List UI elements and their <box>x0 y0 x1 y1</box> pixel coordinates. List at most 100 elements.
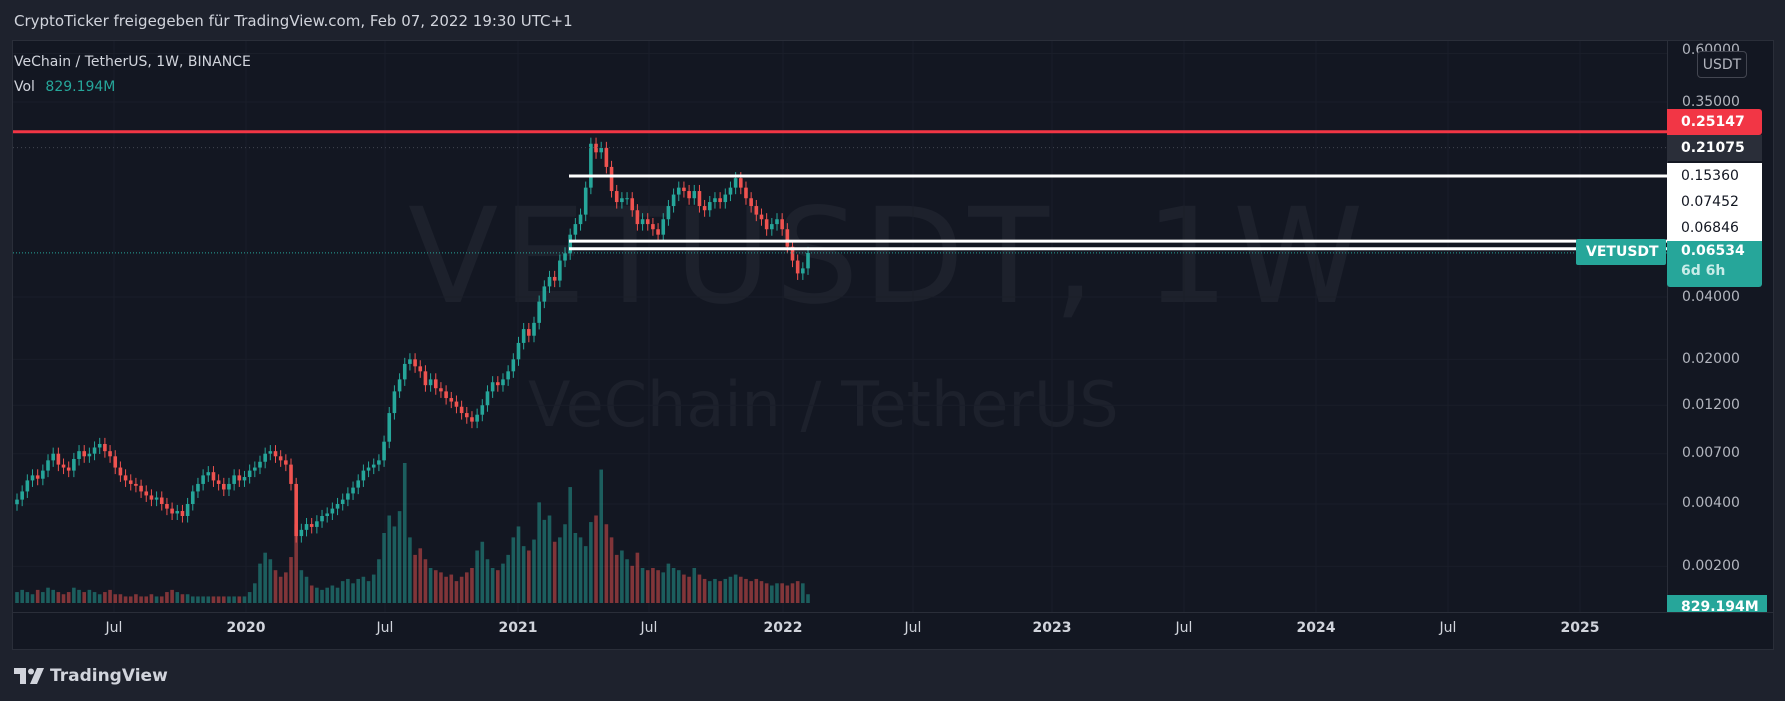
candle-body <box>785 229 790 247</box>
volume-bar <box>253 583 257 603</box>
candle-body <box>661 219 666 235</box>
candle-body <box>620 198 624 203</box>
volume-bar <box>697 574 702 603</box>
volume-bar <box>361 576 366 603</box>
volume-bar <box>656 570 660 603</box>
candle-body <box>309 524 314 527</box>
candle-body <box>692 191 697 199</box>
volume-bar <box>242 596 247 603</box>
candle-body <box>702 206 707 211</box>
candle-body <box>428 379 433 386</box>
volume-bar <box>496 570 500 603</box>
candle-body <box>635 210 640 225</box>
volume-bar <box>51 589 55 603</box>
candle-body <box>72 458 76 471</box>
time-axis[interactable] <box>13 612 1773 650</box>
candle-body <box>418 366 423 372</box>
candle-body <box>454 401 459 407</box>
candle-body <box>82 451 87 457</box>
volume-bar <box>128 596 133 603</box>
candle-body <box>423 371 428 386</box>
candle-body <box>278 456 283 461</box>
volume-bar <box>258 563 262 603</box>
candle-body <box>589 143 593 188</box>
candle-body <box>92 447 97 454</box>
candle-body <box>770 224 774 230</box>
volume-bar <box>449 574 454 603</box>
candle-body <box>216 480 221 484</box>
tradingview-logo-icon <box>14 668 44 684</box>
candle-body <box>408 359 412 364</box>
last-price-tag: 0.06534 6d 6h <box>1667 241 1762 287</box>
volume-bar <box>20 589 24 603</box>
volume-bar <box>806 594 810 603</box>
candle-body <box>377 460 381 465</box>
candle-body <box>206 472 211 476</box>
volume-bar <box>671 568 676 603</box>
candle-body <box>475 414 479 422</box>
volume-tag-value: 829.194M <box>1681 599 1759 612</box>
volume-bar <box>165 592 169 603</box>
candle-body <box>66 467 71 471</box>
volume-bar <box>552 541 557 603</box>
time-label: 2023 <box>1032 620 1072 636</box>
candle-body <box>630 198 635 211</box>
time-label: 2022 <box>763 620 803 636</box>
price-axis[interactable] <box>1667 41 1774 612</box>
volume-bar <box>284 572 288 603</box>
price-label: 0.00700 <box>1682 445 1740 461</box>
candle-body <box>61 464 66 468</box>
volume-bar <box>196 596 200 603</box>
candle-body <box>511 359 516 372</box>
chart-frame[interactable] <box>12 40 1774 650</box>
candle-body <box>320 516 324 522</box>
volume-bar <box>728 576 733 603</box>
volume-bar <box>635 552 640 603</box>
candle-body <box>284 460 288 465</box>
volume-bar <box>620 550 624 603</box>
volume-bar <box>377 559 381 603</box>
candle-body <box>56 453 61 465</box>
volume-bar <box>325 587 329 603</box>
volume-bar <box>527 550 531 603</box>
volume-bar <box>232 596 236 603</box>
candle-body <box>444 391 448 399</box>
volume-bar <box>351 583 355 603</box>
volume-bar <box>392 526 397 603</box>
candle-body <box>30 475 35 481</box>
candle-body <box>222 483 226 490</box>
candle-body <box>289 464 293 484</box>
volume-bar <box>609 537 614 603</box>
candle-body <box>237 475 242 481</box>
candle-body <box>470 417 474 422</box>
white-line-tag: 0.15360 <box>1681 168 1739 184</box>
volume-bar <box>744 578 748 603</box>
currency-button[interactable]: USDT <box>1697 51 1747 78</box>
volume-bar <box>15 592 19 603</box>
candle-body <box>134 483 138 486</box>
candle-body <box>651 224 655 230</box>
volume-bar <box>775 583 779 603</box>
candle-body <box>614 191 619 203</box>
volume-bar <box>92 592 97 603</box>
candle-body <box>335 504 340 509</box>
volume-bar <box>537 502 541 603</box>
candle-body <box>103 443 107 452</box>
candle-body <box>139 485 143 492</box>
candle-body <box>506 371 510 380</box>
candle-body <box>299 529 304 537</box>
candle-body <box>356 480 361 488</box>
candle-body <box>671 194 676 207</box>
volume-bar <box>433 570 438 603</box>
candle-body <box>687 191 691 199</box>
volume-bar <box>547 515 552 603</box>
tradingview-brand[interactable]: TradingView <box>14 666 168 686</box>
candle-body <box>697 191 702 207</box>
volume-bar <box>247 592 252 603</box>
candle-body <box>459 406 464 414</box>
volume-bar <box>790 583 795 603</box>
volume-bar <box>599 469 604 603</box>
volume-bar <box>103 592 107 603</box>
candle-body <box>185 504 190 517</box>
